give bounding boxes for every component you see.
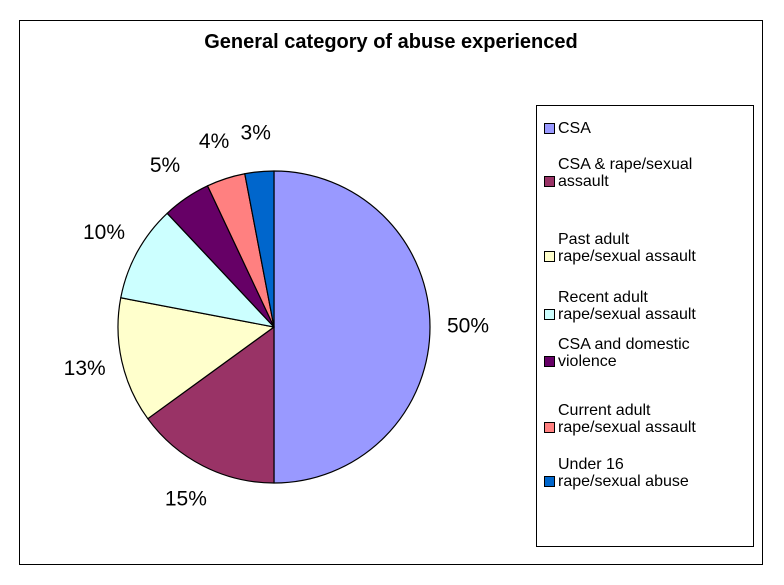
legend-swatch [544, 476, 555, 487]
pie-slice-2 [147, 326, 275, 484]
legend-swatch [544, 176, 555, 187]
legend-label: Current adult rape/sexual assault [558, 402, 696, 436]
legend-label: CSA and domestic violence [558, 336, 690, 370]
legend-label: Past adult rape/sexual assault [558, 231, 696, 265]
data-label-2: 15% [165, 487, 207, 510]
pie-slice-7 [244, 170, 275, 328]
chart-title: General category of abuse experienced [204, 31, 578, 53]
legend-swatch [544, 422, 555, 433]
pie-slice-4 [120, 212, 275, 328]
data-label-7: 3% [241, 121, 271, 144]
legend-swatch [544, 123, 555, 134]
legend-label: Under 16 rape/sexual abuse [558, 456, 689, 490]
legend-swatch [544, 356, 555, 367]
legend-label: CSA & rape/sexual assault [558, 156, 693, 190]
legend: CSA CSA & rape/sexual assault Past adult… [536, 105, 754, 547]
pie-slice-1 [273, 170, 431, 484]
pie-slice-3 [117, 297, 275, 420]
legend-swatch [544, 251, 555, 262]
data-label-4: 10% [83, 221, 125, 244]
data-label-5: 5% [150, 154, 180, 177]
legend-label: CSA [558, 120, 591, 137]
legend-label: Recent adult rape/sexual assault [558, 289, 696, 323]
data-label-6: 4% [199, 130, 229, 153]
data-label-1: 50% [447, 315, 489, 338]
legend-swatch [544, 309, 555, 320]
data-label-3: 13% [64, 357, 106, 380]
